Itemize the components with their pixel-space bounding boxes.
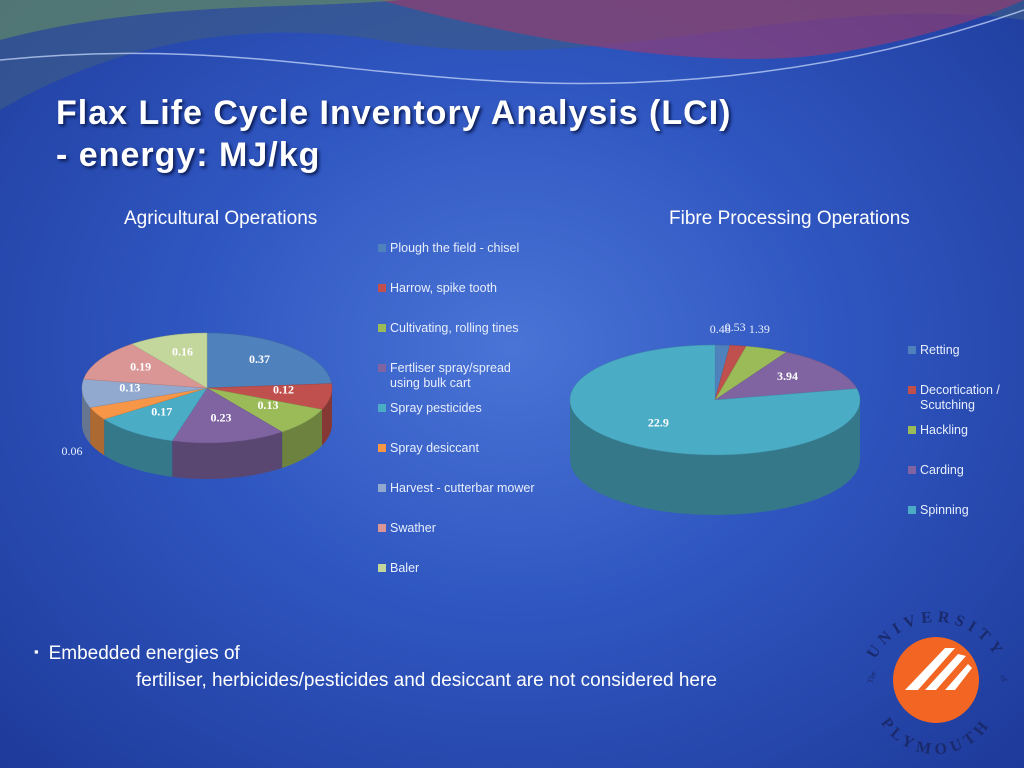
legend-swatch — [908, 346, 916, 354]
data-label: 0.53 — [725, 320, 746, 334]
legend-entry: Swather — [378, 521, 538, 536]
legend-label: Spray pesticides — [390, 401, 482, 415]
legend-entry: Spinning — [908, 503, 1020, 518]
data-label: 0.37 — [249, 352, 270, 366]
legend-swatch — [908, 506, 916, 514]
legend-label: Carding — [920, 463, 964, 477]
legend-entry: Fertliser spray/spread using bulk cart — [378, 361, 538, 391]
legend-swatch — [378, 404, 386, 412]
swoosh-line — [0, 9, 1024, 85]
legend-label: Baler — [390, 561, 420, 575]
data-label: 0.12 — [273, 382, 294, 396]
legend-entry: Spray desiccant — [378, 441, 538, 456]
pie-slice — [171, 387, 283, 444]
data-label: 0.19 — [130, 359, 151, 373]
legend-swatch — [908, 426, 916, 434]
pie-side — [282, 409, 322, 468]
legend-label: Decortication / Scutching — [920, 383, 1000, 412]
legend-swatch — [378, 564, 386, 572]
legend-swatch — [378, 324, 386, 332]
chart-title: Fibre Processing Operations — [669, 208, 910, 229]
swoosh — [0, 0, 400, 40]
legend-entry: Hackling — [908, 423, 1020, 438]
data-label: 0.13 — [258, 398, 279, 412]
legend-entry: Carding — [908, 463, 1020, 478]
pie-side — [82, 388, 91, 444]
slide-title: Flax Life Cycle Inventory Analysis (LCI)… — [56, 92, 731, 176]
pie-slice — [714, 351, 858, 401]
pie-side — [104, 419, 173, 477]
title-line: Flax Life Cycle Inventory Analysis (LCI) — [56, 94, 732, 132]
pie-slice — [131, 332, 208, 389]
data-label: 0.06 — [61, 444, 82, 458]
legend-label: Plough the field - chisel — [390, 241, 520, 255]
logo-of: of — [998, 674, 1009, 684]
bullet-text: fertiliser, herbicides/pesticides and de… — [136, 670, 717, 691]
data-label: 0.13 — [119, 380, 140, 394]
legend-label: Hackling — [920, 423, 968, 437]
data-label: 0.48 — [710, 322, 731, 336]
data-label: 0.23 — [210, 411, 231, 425]
legend-label: Spinning — [920, 503, 969, 517]
pie-side — [570, 400, 860, 515]
legend-label: Retting — [920, 343, 960, 357]
chart-title: Agricultural Operations — [124, 208, 318, 229]
bullet: ▪ Embedded energies of fertiliser, herbic… — [34, 638, 717, 694]
logo-mark — [905, 648, 972, 690]
legend-entry: Harvest - cutterbar mower — [378, 481, 538, 496]
legend-label: Fertliser spray/spread using bulk cart — [390, 361, 511, 390]
swoosh — [380, 0, 1024, 59]
legend-entry: Cultivating, rolling tines — [378, 321, 538, 336]
pie-slice — [206, 332, 332, 389]
legend-label: Swather — [390, 521, 436, 535]
swoosh — [0, 0, 1024, 110]
legend-swatch — [908, 386, 916, 394]
legend-label: Harrow, spike tooth — [390, 281, 497, 295]
pie-side — [321, 388, 332, 446]
legend-label: Harvest - cutterbar mower — [390, 481, 535, 495]
legend-entry: Harrow, spike tooth — [378, 281, 538, 296]
bullet-text: Embedded energies of — [48, 643, 240, 664]
legend-swatch — [378, 444, 386, 452]
legend-entry: Baler — [378, 561, 538, 576]
data-label: 1.39 — [749, 322, 770, 336]
data-label: 3.94 — [777, 369, 798, 383]
legend-swatch — [378, 364, 386, 372]
logo-the: The — [865, 669, 878, 684]
legend-entry: Spray pesticides — [378, 401, 538, 416]
data-label: 22.9 — [648, 415, 669, 429]
pie-side — [90, 407, 105, 456]
data-label: 0.17 — [151, 405, 172, 419]
legend-entry: Retting — [908, 343, 1020, 358]
legend-swatch — [378, 244, 386, 252]
pie-slice — [569, 344, 861, 456]
bullet-marker: ▪ — [34, 644, 39, 659]
legend-swatch — [908, 466, 916, 474]
legend-swatch — [378, 484, 386, 492]
pie-slice — [83, 343, 208, 389]
title-line: - energy: MJ/kg — [56, 136, 321, 174]
data-label: 0.16 — [172, 345, 193, 359]
legend-entry: Decortication / Scutching — [908, 383, 1020, 413]
legend-swatch — [378, 284, 386, 292]
legend-entry: Plough the field - chisel — [378, 241, 538, 256]
legend-label: Cultivating, rolling tines — [390, 321, 519, 335]
pie-slice — [103, 387, 208, 442]
legend-swatch — [378, 524, 386, 532]
legend-label: Spray desiccant — [390, 441, 479, 455]
pie-side — [172, 431, 283, 479]
